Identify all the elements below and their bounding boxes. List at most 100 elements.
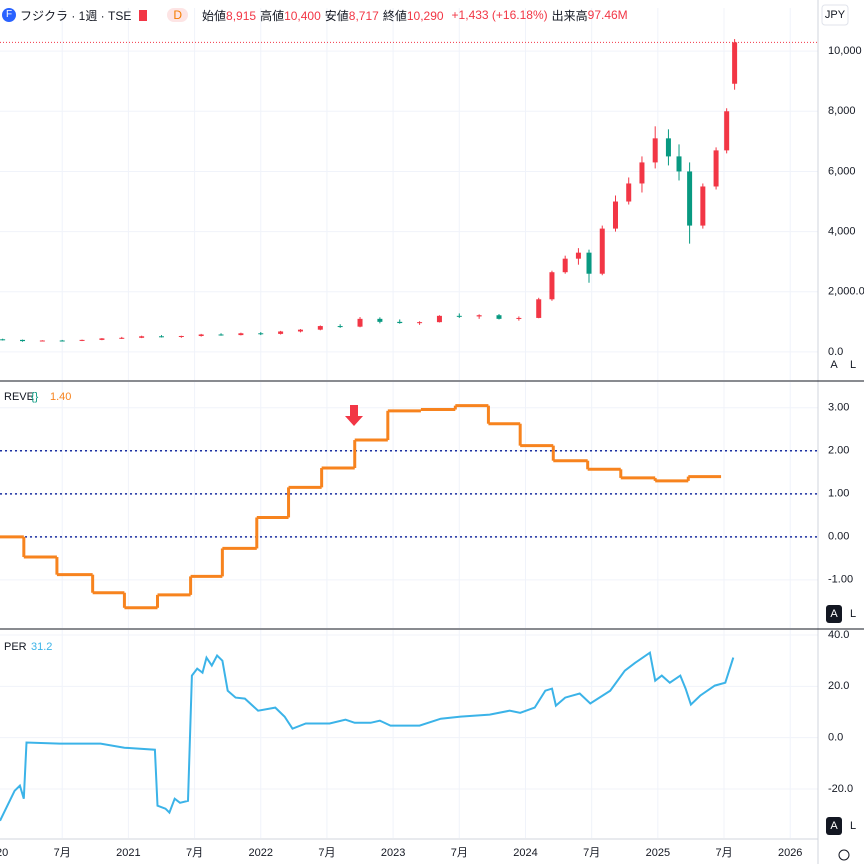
x-tick-label: 2024 [513, 847, 537, 859]
button[interactable] [826, 356, 842, 374]
y-tick-label: 1.00 [828, 488, 849, 500]
candle-body [536, 299, 542, 318]
y-tick-label: 0.00 [828, 531, 849, 543]
currency[interactable]: JPY [825, 9, 846, 21]
indicator-icon[interactable]: {} [31, 391, 39, 403]
candle-body [417, 322, 423, 324]
x-tick-label: 2022 [249, 847, 273, 859]
candle-body [436, 315, 442, 323]
indicator-value: 31.2 [31, 641, 52, 653]
candle-body [377, 318, 383, 322]
candle-body [496, 315, 502, 319]
candle-body [456, 315, 462, 317]
candle-body [397, 321, 403, 324]
y-tick-label: 40.0 [828, 629, 849, 641]
stat-value: 8,915 [226, 8, 257, 23]
y-tick-label: 2,000.0 [828, 286, 864, 298]
candle-body [119, 337, 125, 339]
y-tick-label: 0.0 [828, 346, 843, 358]
per-line [0, 651, 735, 822]
y-tick-label: 2.00 [828, 445, 849, 457]
candle-body [79, 339, 85, 341]
candle-body [549, 272, 555, 300]
legend-header: F フジクラ · 1週 · TSE D 始値8,915 高値10,400 安値8,7… [0, 5, 632, 25]
candle-body [676, 156, 682, 172]
candle-body [317, 326, 323, 330]
symbol-title[interactable]: フジクラ · 1週 · TSE [20, 8, 132, 23]
y-tick-label: 0.0 [828, 732, 843, 744]
x-tick-label: 2026 [778, 847, 802, 859]
candle-body [218, 334, 224, 336]
candle-body [0, 339, 6, 341]
candle-body [59, 340, 65, 342]
badge[interactable]: D [167, 8, 189, 22]
y-tick-label: 10,000 [828, 45, 862, 57]
candle-body [612, 201, 618, 229]
log-scale[interactable]: L [850, 608, 856, 620]
button[interactable] [826, 605, 842, 623]
settings-icon[interactable] [838, 849, 850, 861]
signal-arrow [345, 405, 363, 426]
flag[interactable] [139, 9, 148, 21]
candle-body [652, 138, 658, 163]
candle-body [562, 258, 568, 273]
stat-label: 安値 [324, 8, 349, 23]
x-tick-label: 2021 [116, 847, 140, 859]
candle-body [357, 318, 363, 327]
candle-body [476, 315, 482, 317]
y-tick-label: 8,000 [828, 105, 856, 117]
auto-scale[interactable]: A [830, 608, 838, 620]
volume: 97.46M [587, 8, 628, 22]
candle-body [297, 329, 303, 332]
stat-label: 終値 [382, 8, 407, 23]
change: +1,433 (+16.18%) [451, 8, 548, 22]
stat-value: 10,400 [284, 8, 321, 23]
candle-body [99, 338, 105, 340]
y-tick-label: 6,000 [828, 165, 856, 177]
y-tick-label: 20.0 [828, 680, 849, 692]
candle-body [337, 326, 343, 328]
log-scale[interactable]: L [850, 359, 856, 371]
candle-body [198, 334, 204, 336]
button[interactable] [826, 817, 842, 835]
candle-body [713, 150, 719, 187]
candle-body [178, 335, 184, 337]
candle-body [665, 138, 671, 157]
candle-body [639, 162, 645, 184]
candle-body [39, 340, 45, 342]
stat-label: 始値 [202, 8, 227, 23]
currency-box[interactable] [821, 4, 849, 26]
candle-body [724, 111, 730, 151]
indicator-name: REVE [4, 391, 34, 403]
auto-scale[interactable]: A [830, 359, 838, 371]
candle-body [516, 317, 522, 319]
x-tick-label: 2020 [0, 847, 8, 859]
candle-body [700, 186, 706, 226]
y-tick-label: 4,000 [828, 226, 856, 238]
indicator-name: PER [4, 641, 27, 653]
candle-body [732, 42, 738, 84]
stat-value: 8,717 [348, 8, 379, 23]
y-tick-label: 3.00 [828, 402, 849, 414]
x-tick-label: 2023 [381, 847, 405, 859]
candle-body [575, 252, 581, 259]
y-tick-label: -20.0 [828, 783, 853, 795]
stat-label: 高値 [260, 8, 285, 23]
candle-body [586, 252, 592, 274]
candle-body [238, 333, 244, 336]
log-scale[interactable]: L [850, 820, 856, 832]
logo: F [2, 8, 16, 22]
candle-body [599, 228, 605, 274]
candle-body [20, 339, 26, 342]
x-tick-label: 7月 [54, 847, 71, 859]
volume-name: 出来高 [551, 8, 588, 23]
candle-body [626, 183, 632, 202]
x-tick-label: 7月 [583, 847, 600, 859]
candle-body [258, 333, 264, 335]
x-tick-label: 7月 [318, 847, 335, 859]
x-tick-label: 2025 [646, 847, 670, 859]
candle-body [278, 331, 284, 334]
auto-scale[interactable]: A [830, 820, 838, 832]
candle-body [687, 171, 693, 226]
